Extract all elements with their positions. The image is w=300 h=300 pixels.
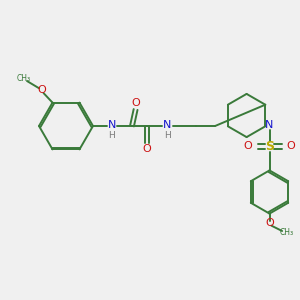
- Text: O: O: [142, 144, 152, 154]
- Text: CH₃: CH₃: [280, 228, 294, 237]
- Text: O: O: [265, 218, 274, 228]
- Text: N: N: [163, 120, 171, 130]
- Text: O: O: [287, 141, 296, 152]
- Text: H: H: [164, 130, 170, 140]
- Text: H: H: [108, 130, 115, 140]
- Text: N: N: [107, 120, 116, 130]
- Text: CH₃: CH₃: [16, 74, 31, 83]
- Text: O: O: [38, 85, 46, 95]
- Text: N: N: [265, 120, 274, 130]
- Text: O: O: [132, 98, 141, 108]
- Text: O: O: [244, 141, 252, 152]
- Text: S: S: [265, 140, 274, 153]
